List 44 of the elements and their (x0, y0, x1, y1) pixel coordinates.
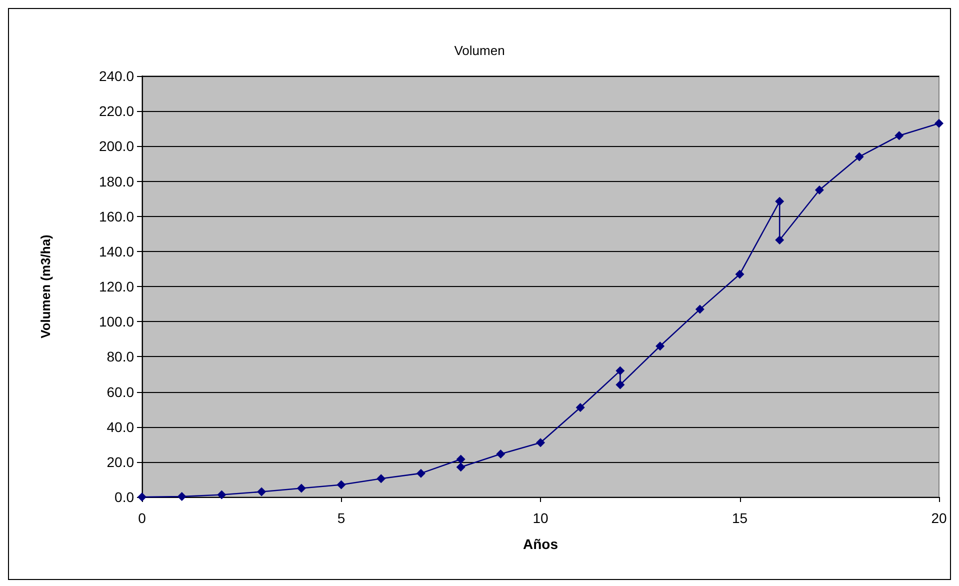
point (536, 438, 545, 448)
x-tick-label: 15 (732, 510, 748, 526)
x-axis-title: Años (523, 536, 558, 552)
point (814, 186, 824, 195)
y-tick-label: 100.0 (98, 314, 134, 330)
point (616, 366, 625, 376)
point (296, 484, 306, 493)
y-tick-label: 80.0 (106, 348, 134, 365)
point (456, 454, 466, 464)
point (456, 462, 466, 472)
point (496, 450, 506, 459)
point (576, 403, 585, 412)
x-tick-label: 10 (532, 510, 548, 526)
y-tick-label: 180.0 (98, 173, 134, 190)
chart-title: Volumen (454, 43, 505, 58)
point (775, 196, 784, 206)
y-axis-title: Volumen (m3/ha) (38, 234, 53, 338)
point (854, 152, 864, 162)
x-tick-label: 20 (931, 510, 947, 526)
point (376, 474, 386, 484)
x-tick-label: 5 (337, 510, 346, 526)
y-tick-label: 120.0 (98, 278, 134, 294)
point (217, 490, 226, 500)
point (695, 304, 704, 314)
y-tick-label: 0.0 (114, 489, 134, 505)
point (775, 236, 784, 245)
point (616, 380, 625, 390)
point (416, 468, 426, 478)
point (735, 270, 744, 279)
y-tick-label: 20.0 (106, 454, 134, 470)
y-tick-label: 60.0 (106, 384, 134, 400)
point (257, 487, 266, 496)
y-tick-label: 40.0 (106, 418, 134, 435)
y-tick-label: 200.0 (98, 138, 134, 154)
y-tick-label: 140.0 (98, 243, 134, 260)
point (894, 131, 904, 140)
y-tick-label: 220.0 (98, 103, 134, 120)
point (656, 342, 665, 351)
y-tick-label: 240.0 (98, 68, 134, 84)
point (934, 118, 944, 128)
point (177, 492, 186, 501)
point (336, 480, 346, 490)
y-tick-label: 160.0 (98, 208, 134, 224)
x-tick-label: 0 (138, 510, 146, 526)
